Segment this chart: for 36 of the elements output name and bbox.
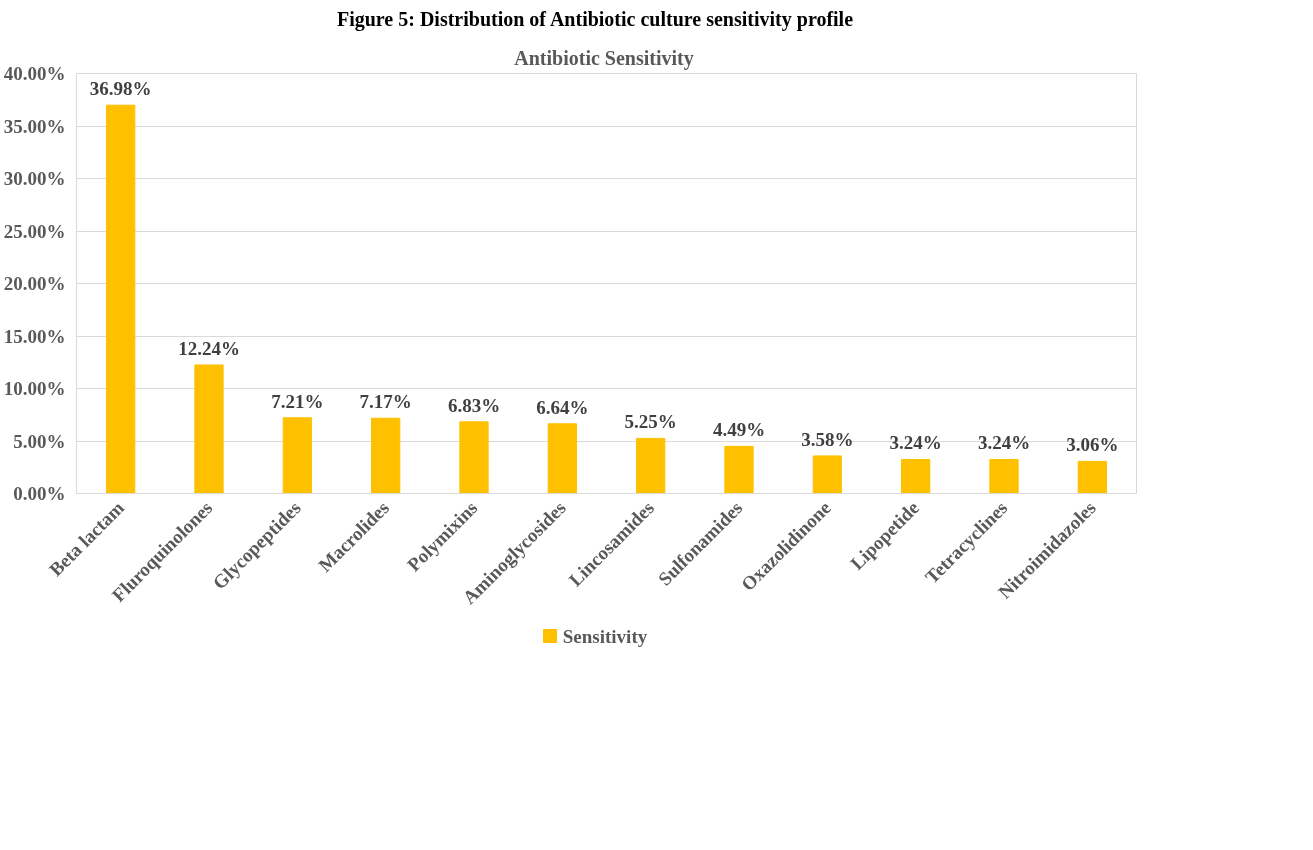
text: 12.24% — [178, 337, 240, 359]
bar — [901, 458, 931, 494]
text: 3.06% — [1066, 433, 1119, 455]
text: 4.49% — [712, 418, 766, 440]
text: 6.83% — [447, 394, 501, 416]
text: 3.24% — [977, 432, 1031, 454]
text: 5.25% — [624, 410, 677, 432]
y-tick-label: 20.00% — [3, 272, 66, 294]
text: 3.58% — [801, 428, 854, 450]
legend-label: Sensitivity — [562, 624, 648, 649]
text: 7.17% — [359, 390, 412, 412]
chart-title: Antibiotic Sensitivity — [514, 46, 694, 70]
bar — [989, 458, 1019, 494]
bar — [106, 104, 136, 494]
y-tick-label: 25.00% — [3, 220, 66, 242]
bar — [194, 364, 224, 494]
y-tick-label: 35.00% — [3, 115, 66, 137]
text: 3.24% — [889, 432, 942, 454]
bar — [459, 420, 489, 494]
bar — [1077, 460, 1107, 494]
y-tick-label: 10.00% — [3, 377, 66, 399]
text: 6.64% — [536, 396, 589, 418]
text: 36.98% — [89, 77, 152, 99]
bar — [636, 437, 666, 494]
y-tick-label: 30.00% — [3, 167, 66, 189]
bar — [282, 416, 312, 494]
chart-subtitle: Figure 5: Distribution of Antibiotic culture sensitivity profile — [336, 7, 854, 33]
bar — [724, 445, 754, 494]
y-tick-label: 5.00% — [13, 430, 66, 452]
bar — [371, 417, 401, 494]
y-tick-label: 15.00% — [3, 325, 66, 347]
text: 7.21% — [271, 390, 324, 412]
y-tick-label: 0.00% — [13, 482, 66, 504]
bar — [812, 454, 842, 494]
bar — [547, 422, 577, 494]
y-tick-label: 40.00% — [3, 62, 66, 84]
